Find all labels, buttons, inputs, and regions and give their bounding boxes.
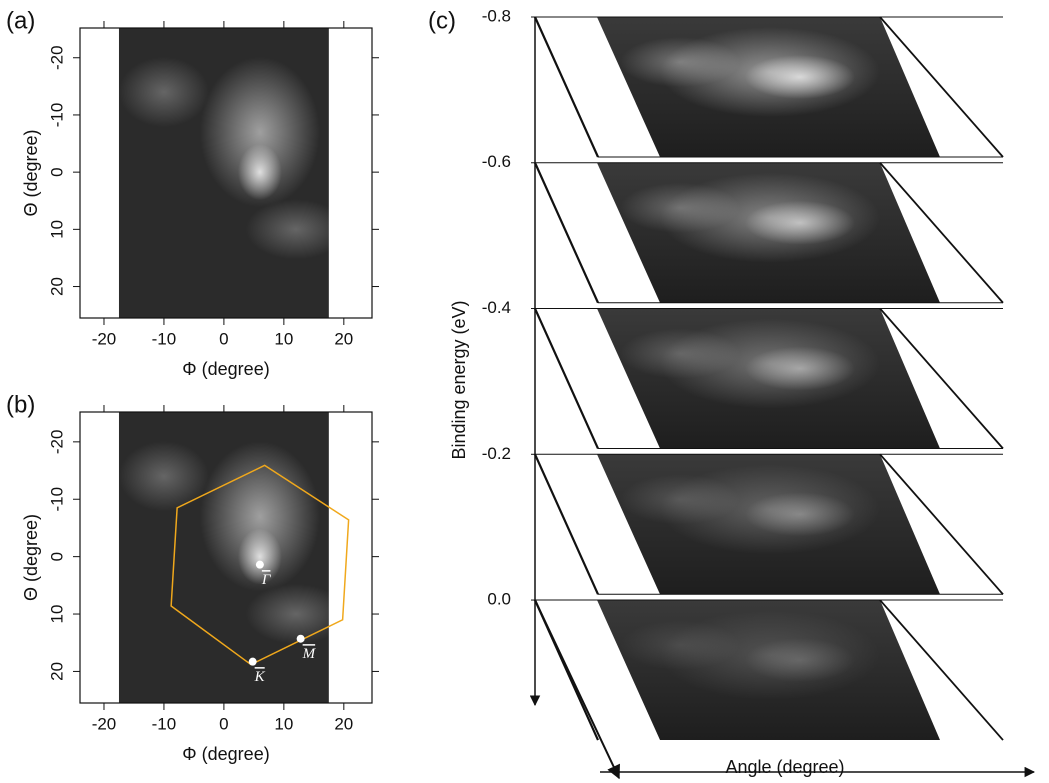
intensity-glow [237, 144, 282, 201]
slab-glow [620, 37, 740, 87]
slab-edge [879, 453, 1004, 595]
slab-glow [745, 638, 855, 683]
x-tick-label: 0 [219, 714, 228, 733]
y-tick-label: 0.0 [487, 590, 511, 609]
slab-edge [533, 16, 600, 158]
slab-glow [745, 200, 855, 245]
plot-frame [79, 411, 373, 704]
x-axis-label: Angle (degree) [725, 757, 844, 777]
symmetry-point [248, 657, 257, 666]
intensity-glow [199, 57, 320, 208]
slab-glow [745, 55, 855, 99]
panel-label: (b) [6, 391, 35, 418]
slab-edge [879, 162, 1004, 304]
y-axis-label: Binding energy (eV) [449, 300, 469, 459]
y-tick-label: -10 [47, 103, 66, 128]
symmetry-point [255, 560, 264, 569]
symmetry-point-label: Γ [261, 572, 272, 588]
slab-edge [533, 308, 600, 449]
slab-glow [745, 492, 855, 537]
slab-glow [620, 182, 740, 233]
intensity-glow [237, 528, 282, 585]
y-tick-label: 20 [47, 662, 66, 681]
y-tick-label: 10 [47, 220, 66, 239]
panel-label: (c) [428, 7, 456, 34]
intensity-glow [118, 57, 209, 128]
y-tick-label: -0.4 [482, 298, 511, 317]
slab-glow [620, 474, 740, 525]
symmetry-point-label: K [254, 669, 266, 685]
x-tick-label: 20 [334, 329, 353, 348]
slab-edge [533, 453, 600, 595]
x-tick-label: -20 [92, 714, 117, 733]
x-tick-label: -10 [152, 329, 177, 348]
y-tick-label: -10 [47, 487, 66, 512]
intensity-glow [199, 441, 320, 592]
panel-label: (a) [6, 7, 35, 34]
slab-edge [533, 162, 600, 304]
symmetry-point [296, 634, 305, 643]
y-tick-label: -20 [47, 45, 66, 70]
intensity-glow [245, 199, 346, 260]
x-tick-label: 0 [219, 329, 228, 348]
y-axis-label: Θ (degree) [21, 514, 41, 601]
intensity-glow [245, 584, 346, 645]
x-tick-label: -20 [92, 329, 117, 348]
slab-glow [620, 620, 740, 671]
y-tick-label: -0.2 [482, 444, 511, 463]
intensity-glow [118, 441, 209, 512]
slab-edge [879, 307, 1004, 450]
symmetry-point-label: M [302, 646, 317, 662]
slab-edge [879, 16, 1004, 158]
y-tick-label: -0.8 [482, 6, 511, 25]
slab-glow [745, 346, 855, 391]
slab-glow [620, 328, 740, 379]
y-tick-label: 0 [47, 167, 66, 176]
y-tick-label: 20 [47, 277, 66, 296]
x-tick-label: -10 [152, 714, 177, 733]
slab-edge [879, 599, 1004, 741]
x-tick-label: 10 [274, 329, 293, 348]
x-axis-label: Φ (degree) [182, 359, 269, 379]
x-tick-label: 20 [334, 714, 353, 733]
x-axis-label: Φ (degree) [182, 744, 269, 764]
y-tick-label: -0.6 [482, 152, 511, 171]
y-tick-label: 0 [47, 552, 66, 561]
x-tick-label: 10 [274, 714, 293, 733]
y-axis-label: Θ (degree) [21, 129, 41, 216]
plot-frame [79, 27, 373, 319]
y-tick-label: 10 [47, 605, 66, 624]
depth-axis [534, 599, 620, 780]
y-tick-label: -20 [47, 430, 66, 455]
